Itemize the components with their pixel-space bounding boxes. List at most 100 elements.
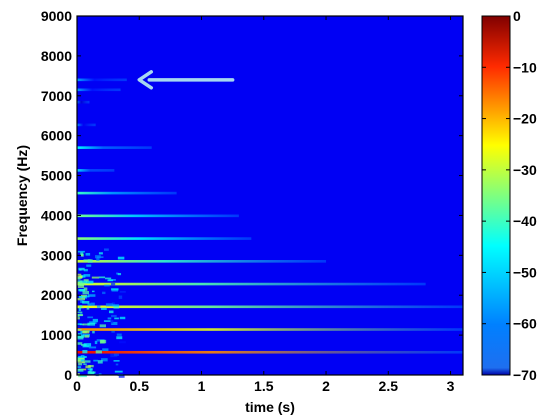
onset-noise-mark [78,288,86,292]
harmonic-line [77,328,463,331]
onset-noise-mark [96,305,101,308]
onset-noise-mark [78,307,81,312]
onset-noise-mark [82,290,89,295]
y-axis-label: Frequency (Hz) [14,145,30,246]
onset-noise-mark [111,321,118,326]
onset-noise-mark [108,310,114,314]
onset-noise-mark [78,362,83,366]
y-tick-label: 8000 [41,48,72,64]
onset-noise-mark [87,294,96,297]
onset-noise-mark [91,276,100,279]
onset-noise-mark [91,290,95,293]
onset-noise-mark [87,371,94,375]
onset-noise-mark [110,320,114,324]
onset-noise-mark [111,331,115,333]
onset-noise-mark [77,277,81,280]
x-tick-label: 0 [73,378,81,394]
y-tick-label: 0 [64,367,72,383]
onset-noise-mark [111,289,119,292]
onset-noise-mark [77,250,85,253]
onset-noise-mark [77,298,85,301]
onset-noise-mark [85,365,91,369]
harmonic-line [77,260,327,263]
onset-noise-mark [98,373,102,376]
onset-noise-mark [78,267,85,271]
onset-noise-mark [114,370,123,373]
onset-noise-mark [78,357,85,360]
onset-noise-mark [82,330,90,334]
onset-noise-mark [82,349,88,354]
onset-noise-mark [80,359,84,362]
onset-noise-mark [93,359,99,362]
onset-noise-mark [89,321,97,325]
onset-noise-mark [80,295,86,298]
y-tick-label: 5000 [41,168,72,184]
onset-noise-mark [119,290,126,293]
annotation-arrow [137,70,235,90]
harmonic-line [77,88,121,92]
harmonic-line [77,123,96,127]
onset-noise-mark [113,360,120,362]
onset-noise-mark [77,311,83,314]
onset-noise-mark [77,280,83,284]
onset-noise-mark [79,280,87,284]
colorbar-tick-label: −10 [513,59,537,75]
onset-noise-mark [101,358,108,362]
onset-noise-mark [92,371,96,374]
y-tick-label: 6000 [41,128,72,144]
onset-noise-mark [77,273,82,276]
y-tick-label: 2000 [41,287,72,303]
y-tick-label: 7000 [41,88,72,104]
onset-noise-mark [79,295,83,298]
onset-noise-mark [80,374,87,378]
y-tick-label: 3000 [41,247,72,263]
onset-noise-mark [98,252,103,255]
onset-noise-mark [80,252,84,255]
onset-noise-mark [77,323,82,325]
onset-noise-mark [98,276,106,279]
onset-noise-mark [103,320,111,322]
onset-noise-mark [78,356,82,359]
onset-noise-mark [92,330,95,334]
harmonic-line [77,282,426,286]
onset-noise-mark [119,341,126,344]
onset-noise-mark [79,275,86,278]
onset-noise-mark [77,332,82,335]
onset-noise-mark [86,306,90,310]
onset-noise-mark [105,277,112,280]
onset-noise-mark [119,316,126,320]
onset-noise-mark [82,300,90,304]
onset-noise-mark [83,287,88,291]
arrow-head [137,70,154,90]
onset-noise-mark [90,302,95,306]
onset-noise-mark [107,317,112,320]
harmonic-line [77,100,90,104]
harmonic-lines [77,78,463,354]
onset-noise-mark [104,284,110,287]
onset-noise-mark [101,307,107,310]
harmonic-line [77,237,252,240]
onset-noise-mark [86,264,92,267]
colorbar [481,15,511,376]
x-tick-label: 0.5 [130,378,150,394]
onset-noise-mark [114,317,119,320]
onset-noise-mark [111,288,119,291]
onset-noise-mark [99,340,105,344]
onset-noise-mark [80,299,84,303]
onset-noise-mark [87,322,96,326]
onset-noise-mark [84,335,90,338]
x-tick-label: 3 [447,378,455,394]
onset-noise-mark [116,336,123,340]
onset-noise-mark [77,342,83,345]
onset-noise-mark [79,282,84,286]
onset-noise-mark [77,329,82,331]
onset-noise-mark [97,360,103,364]
onset-noise-mark [112,304,119,307]
onset-noise-mark [92,318,98,323]
onset-noise-mark [117,256,125,260]
x-tick-label: 2 [322,378,330,394]
onset-noise-mark [78,374,81,378]
onset-noise-mark [102,348,109,351]
onset-noise-mark [77,334,84,339]
